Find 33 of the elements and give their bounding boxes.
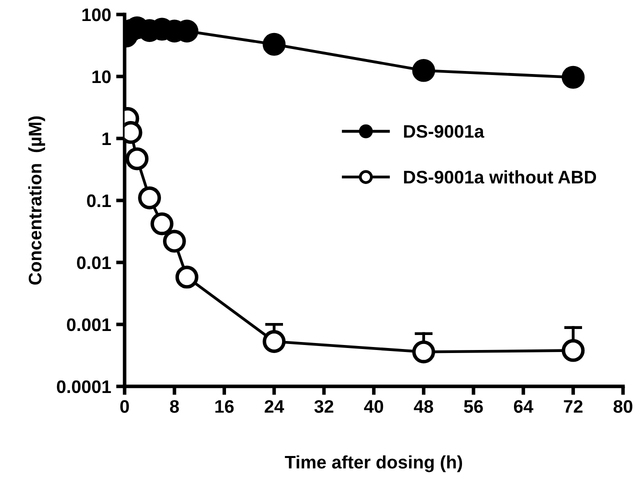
y-tick-label: 0.01 [76,256,111,270]
point [150,212,174,236]
x-tick-label: 16 [215,400,234,413]
point [562,339,585,362]
point [175,266,198,289]
y-axis-title: Concentration (µM) [28,116,46,285]
y-tick-label: 0.0001 [56,380,111,394]
x-tick-label: 80 [614,400,632,413]
x-tick-label: 0 [120,400,129,413]
point [562,66,585,89]
point [126,147,149,170]
x-axis-title: Time after dosing (h) [284,455,462,472]
x-tick-label: 32 [314,400,334,413]
point [412,340,436,364]
point [262,32,286,56]
point [138,186,161,210]
point [262,330,286,353]
legend-label: DS-9001a [404,125,484,138]
legend-label: DS-9001a without ABD [404,170,596,184]
x-tick-label: 64 [514,400,534,413]
point [162,230,186,253]
y-tick-label: 1 [102,132,111,145]
y-tick-label: 0.001 [66,318,111,332]
y-tick-label: 0.1 [87,194,111,208]
point [412,59,436,82]
x-tick-label: 8 [170,400,179,413]
x-tick-label: 56 [464,400,483,413]
y-tick-label: 100 [82,8,111,22]
y-tick-label: 10 [92,70,111,84]
x-tick-label: 40 [364,400,384,413]
x-tick-label: 48 [414,400,434,413]
x-tick-label: 24 [264,400,284,413]
x-tick-label: 72 [564,400,582,413]
